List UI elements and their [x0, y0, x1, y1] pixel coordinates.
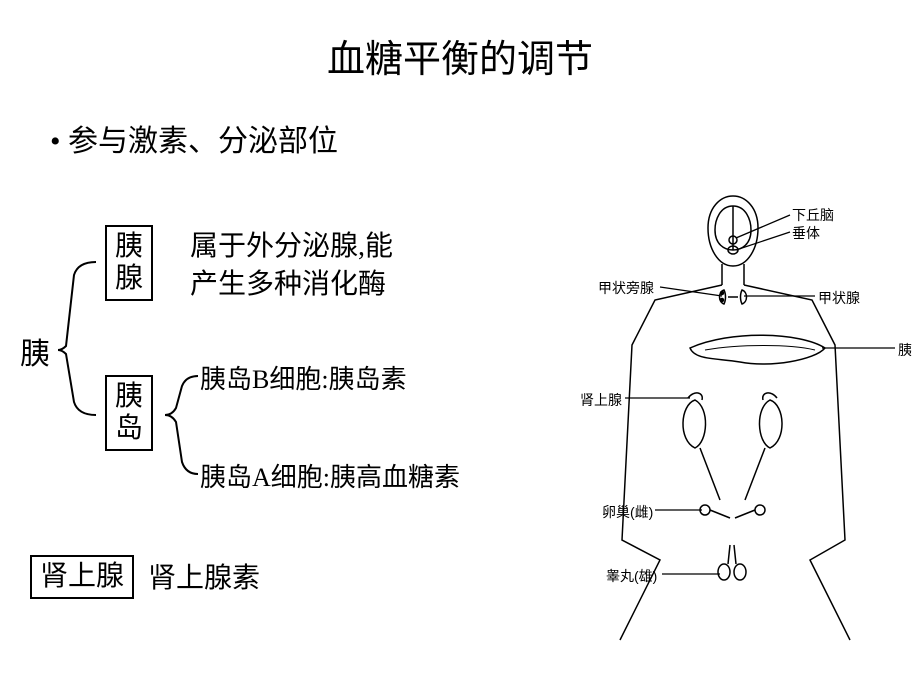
- label-pancreas: 胰: [898, 340, 912, 360]
- anatomy-diagram: [0, 0, 920, 690]
- label-hypothalamus: 下丘脑: [792, 205, 834, 225]
- label-parathyroid: 甲状旁腺: [598, 278, 654, 298]
- label-thyroid: 甲状腺: [818, 288, 860, 308]
- label-pituitary: 垂体: [792, 223, 820, 243]
- label-testis: 睾丸(雄): [606, 566, 657, 586]
- label-adrenal: 肾上腺: [580, 390, 622, 410]
- slide: 血糖平衡的调节 • 参与激素、分泌部位 胰 胰 腺 胰 岛 肾上腺 属于外分泌腺…: [0, 0, 920, 690]
- label-ovary: 卵巢(雌): [602, 502, 653, 522]
